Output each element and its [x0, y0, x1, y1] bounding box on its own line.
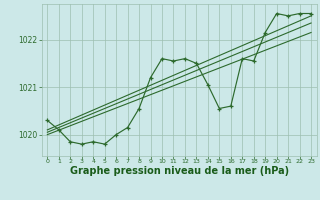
X-axis label: Graphe pression niveau de la mer (hPa): Graphe pression niveau de la mer (hPa)	[70, 166, 289, 176]
